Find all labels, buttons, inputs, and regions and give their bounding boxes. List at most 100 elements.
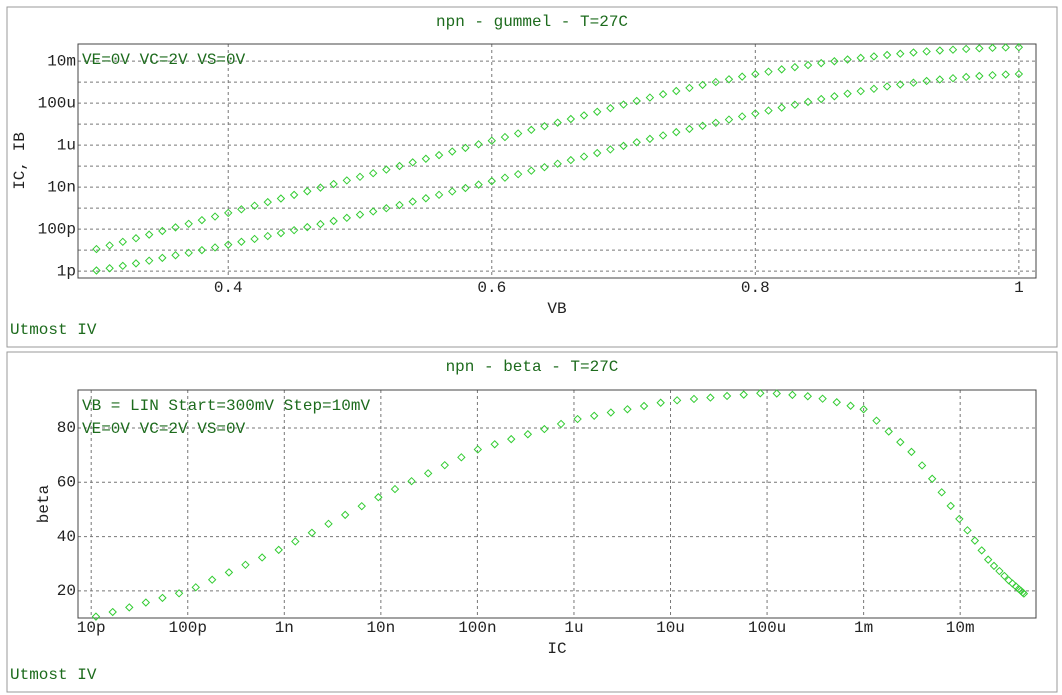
data-point [125, 603, 134, 612]
data-point [1001, 43, 1010, 52]
data-point [711, 77, 720, 87]
data-point [342, 213, 352, 223]
data-point [685, 83, 694, 93]
chart-title: npn - beta - T=27C [446, 358, 619, 376]
data-point [329, 216, 338, 226]
data-point [579, 111, 589, 120]
y-tick-label: 40 [57, 528, 76, 546]
data-point [948, 73, 958, 83]
data-point [340, 510, 350, 520]
data-point [803, 60, 813, 70]
data-point [751, 69, 760, 79]
data-point [473, 445, 483, 454]
data-point [830, 92, 839, 101]
data-point [91, 612, 101, 621]
data-point [869, 84, 879, 93]
data-point [257, 553, 267, 562]
y-axis-label: beta [35, 484, 53, 523]
data-point [540, 162, 549, 172]
data-point [224, 240, 233, 249]
data-point [592, 107, 602, 116]
data-point [105, 264, 114, 273]
data-point [995, 566, 1004, 576]
data-point [751, 109, 760, 118]
data-point [606, 408, 616, 417]
data-point [961, 72, 971, 82]
data-point [513, 169, 523, 179]
data-point [872, 416, 881, 425]
data-point [527, 125, 536, 135]
footer: Utmost IV [10, 666, 97, 684]
data-point [355, 210, 365, 219]
data-point [291, 537, 300, 546]
data-point [645, 134, 655, 144]
data-point [274, 545, 283, 555]
y-tick-label: 1u [57, 136, 76, 154]
data-point [922, 76, 931, 86]
data-point [882, 50, 892, 60]
data-point [250, 201, 259, 210]
data-point [970, 536, 980, 545]
x-tick-label: 10u [656, 619, 685, 637]
data-point [382, 165, 391, 174]
data-point [975, 71, 984, 81]
data-point [118, 237, 128, 247]
data-point [184, 248, 193, 258]
data-point [698, 80, 707, 90]
annotation: VE=0V VC=2V VS=0V [82, 51, 246, 69]
data-point [487, 176, 496, 186]
data-point [592, 148, 602, 158]
data-point [817, 94, 826, 104]
data-point [619, 100, 628, 109]
annotation: VB = LIN Start=300mV Step=10mV [82, 397, 370, 415]
data-point [224, 208, 233, 218]
data-point [1014, 69, 1024, 79]
data-point [355, 172, 365, 182]
data-point [909, 48, 918, 57]
data-point [316, 219, 325, 229]
data-point [1019, 589, 1029, 598]
data-point [989, 561, 999, 571]
data-point [357, 501, 366, 511]
data-point [197, 215, 207, 225]
data-point [144, 230, 154, 239]
data-point [685, 124, 694, 134]
data-point [434, 190, 444, 200]
x-tick-label: 1u [564, 619, 583, 637]
data-point [303, 222, 312, 232]
data-point [224, 568, 234, 577]
data-point [474, 140, 483, 149]
data-point [421, 194, 431, 203]
x-tick-label: 1n [275, 619, 294, 637]
data-point [237, 237, 246, 246]
data-point [210, 243, 220, 252]
data-point [817, 58, 826, 68]
panel: npn - gummel - T=27C 0.4 0.6 0.8 1 1p 100p 10n 1… [6, 6, 1058, 348]
data-point [722, 391, 732, 401]
panel: npn - beta - T=27C 10p 100p 1n 10n 100n 1u 10u 1… [6, 351, 1058, 693]
data-point [935, 75, 945, 84]
data-point [846, 401, 855, 410]
footer: Utmost IV [10, 321, 97, 339]
data-point [579, 152, 589, 161]
data-point [975, 44, 984, 53]
data-point [263, 231, 272, 241]
plot-frame [77, 389, 1037, 619]
data-point [289, 190, 299, 200]
data-point [632, 96, 641, 106]
x-tick-label: 1m [854, 619, 873, 637]
data-point [946, 501, 955, 511]
data-point [606, 103, 615, 113]
data-point [131, 234, 141, 243]
data-point [174, 589, 184, 598]
data-point [500, 132, 510, 142]
data-point [144, 256, 154, 265]
panel-border [6, 351, 1058, 693]
data-point [724, 75, 734, 84]
data-point [540, 424, 549, 434]
data-point [961, 44, 971, 54]
data-point [790, 62, 800, 72]
data-point [92, 266, 101, 275]
data-point [566, 155, 576, 165]
